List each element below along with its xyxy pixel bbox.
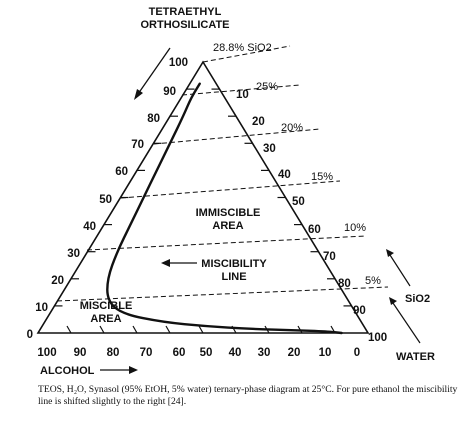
sio2-line-20 xyxy=(153,128,321,145)
bottom-edge-tick xyxy=(198,325,204,334)
sio2-line-5 xyxy=(56,286,389,302)
right-tick-60: 60 xyxy=(308,224,321,236)
left-tick-60: 60 xyxy=(115,166,128,178)
bottom-tick-100: 100 xyxy=(37,347,56,359)
miscible-area-label: MISCIBLE AREA xyxy=(80,300,133,325)
right-tick-80: 80 xyxy=(338,278,351,290)
right-tick-30: 30 xyxy=(263,143,276,155)
miscibility-line1: MISCIBILITY xyxy=(201,258,267,270)
immiscible-line1: IMMISCIBLE xyxy=(196,207,261,219)
right-tick-70: 70 xyxy=(323,251,336,263)
sio2-line-25 xyxy=(181,84,301,96)
sio2-arrow xyxy=(386,249,411,287)
bottom-tick-0: 0 xyxy=(354,347,360,359)
sio2-line-10 xyxy=(86,235,367,251)
sio2-label-28-8: 28.8% SiO2 xyxy=(213,42,272,54)
sio2-dashed-lines xyxy=(56,45,389,302)
right-tick-100: 100 xyxy=(368,332,387,344)
right-tick-40: 40 xyxy=(278,169,291,181)
bottom-tick-50: 50 xyxy=(200,347,213,359)
miscibility-pointer-head xyxy=(161,259,170,267)
miscibility-line2: LINE xyxy=(221,271,246,283)
sio2-label-5: 5% xyxy=(365,275,381,287)
sio2-arrow-label: SiO2 xyxy=(405,293,430,305)
left-tick-10: 10 xyxy=(35,302,48,314)
sio2-line-labels: 28.8% SiO2 25% 20% 15% 10% 5% xyxy=(213,42,381,287)
miscibility-line-label: MISCIBILITY LINE xyxy=(161,258,267,283)
water-label: WATER xyxy=(396,351,435,363)
figure-caption: TEOS, H₂O, Synasol (95% EtOH, 5% water) … xyxy=(38,384,458,407)
bottom-axis-labels: 100 90 80 70 60 50 40 30 20 10 0 xyxy=(37,347,360,359)
sio2-label-15: 15% xyxy=(311,171,333,183)
bottom-tick-20: 20 xyxy=(288,347,301,359)
sio2-label-25: 25% xyxy=(256,81,278,93)
bottom-edge-tick xyxy=(99,325,105,334)
teos-arrow xyxy=(134,47,171,100)
left-tick-0: 0 xyxy=(27,329,33,341)
miscibility-curve xyxy=(106,82,343,335)
bottom-edge-tick xyxy=(165,325,171,334)
miscible-line2: AREA xyxy=(90,313,121,325)
right-tick-10: 10 xyxy=(236,89,249,101)
sio2-label-20: 20% xyxy=(281,122,303,134)
bottom-tick-80: 80 xyxy=(107,347,120,359)
bottom-edge-tick xyxy=(132,325,138,334)
left-tick-20: 20 xyxy=(51,275,64,287)
immiscible-area-label: IMMISCIBLE AREA xyxy=(196,207,261,232)
sio2-line-15 xyxy=(120,180,341,199)
left-tick-50: 50 xyxy=(99,194,112,206)
left-tick-40: 40 xyxy=(83,221,96,233)
teos-label-line2: ORTHOSILICATE xyxy=(140,19,229,31)
right-axis-labels: 10 20 30 40 50 60 70 80 90 100 xyxy=(236,89,387,344)
bottom-tick-70: 70 xyxy=(140,347,153,359)
water-arrow xyxy=(389,297,421,344)
left-tick-30: 30 xyxy=(67,248,80,260)
left-tick-70: 70 xyxy=(131,139,144,151)
ternary-triangle xyxy=(36,60,370,334)
bottom-tick-10: 10 xyxy=(319,347,332,359)
right-tick-90: 90 xyxy=(353,305,366,317)
left-tick-80: 80 xyxy=(147,113,160,125)
right-tick-50: 50 xyxy=(292,196,305,208)
sio2-label-10: 10% xyxy=(344,222,366,234)
left-axis-labels: 100 90 80 70 60 50 40 30 20 10 0 xyxy=(27,57,188,341)
alcohol-label: ALCOHOL xyxy=(40,365,95,377)
bottom-tick-90: 90 xyxy=(74,347,87,359)
right-tick-20: 20 xyxy=(252,116,265,128)
bottom-tick-30: 30 xyxy=(258,347,271,359)
immiscible-line2: AREA xyxy=(212,220,243,232)
alcohol-arrow xyxy=(100,366,138,374)
bottom-tick-60: 60 xyxy=(173,347,186,359)
bottom-edge-tick xyxy=(66,325,72,334)
bottom-tick-40: 40 xyxy=(229,347,242,359)
miscible-line1: MISCIBLE xyxy=(80,300,133,312)
sio2-line-28-8 xyxy=(202,45,291,63)
left-tick-100: 100 xyxy=(169,57,188,69)
left-tick-90: 90 xyxy=(163,86,176,98)
teos-label-line1: TETRAETHYL xyxy=(149,6,222,18)
